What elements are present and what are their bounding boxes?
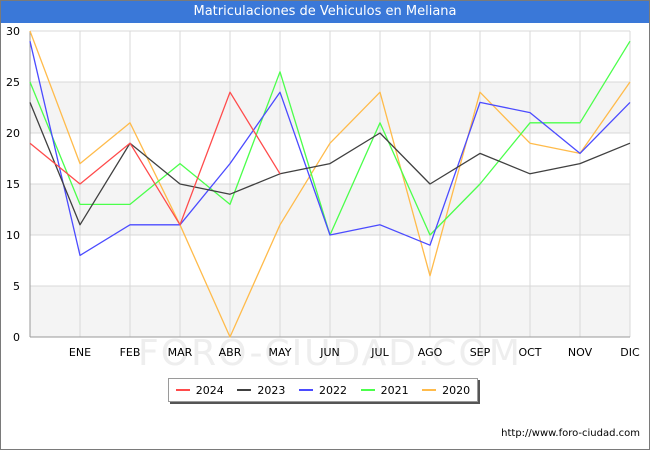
legend-item-2022: 2022 [298,383,347,397]
y-tick-label: 15 [6,178,20,191]
legend-swatch-2021 [360,389,375,391]
x-tick-label: JUL [370,346,389,359]
y-tick-label: 30 [6,25,20,38]
y-tick-label: 20 [6,127,20,140]
series-line-2020 [29,30,631,338]
y-tick-label: 0 [13,331,20,344]
series-line-2024 [29,91,281,226]
legend-label-2020: 2020 [442,383,471,397]
legend-label-2024: 2024 [195,383,224,397]
legend-swatch-2020 [422,389,437,391]
legend-label-2021: 2021 [380,383,409,397]
legend-item-2024: 2024 [175,383,224,397]
footer-url[interactable]: http://www.foro-ciudad.com [501,428,640,439]
x-tick-label: AGO [418,346,443,359]
x-tick-label: ENE [69,346,91,359]
y-tick-label: 5 [13,280,20,293]
x-tick-label: JUN [319,346,340,359]
legend-swatch-2024 [175,389,190,391]
x-tick-label: NOV [568,346,593,359]
x-tick-label: MAY [269,346,292,359]
x-tick-label: DIC [620,346,640,359]
x-tick-label: ABR [219,346,242,359]
watermark: FORO-CIUDAD.COM [138,333,522,374]
y-tick-label: 10 [6,229,20,242]
legend-item-2023: 2023 [237,384,285,397]
legend: 2024 2023 2022 2021 2020 [168,378,478,402]
x-tick-label: FEB [120,346,141,359]
legend-swatch-2022 [298,389,313,391]
legend-label-2023: 2023 [257,383,286,397]
legend-item-2020: 2020 [422,384,470,397]
x-tick-label: OCT [518,346,541,359]
x-tick-label: MAR [168,346,193,359]
chart-title: Matriculaciones de Vehiculos en Meliana [1,1,649,23]
legend-item-2021: 2021 [360,383,409,397]
x-tick-label: SEP [470,346,491,359]
legend-label-2022: 2022 [318,383,347,397]
series-line-2022 [29,41,631,257]
y-tick-label: 25 [6,76,20,89]
legend-swatch-2023 [237,389,252,391]
